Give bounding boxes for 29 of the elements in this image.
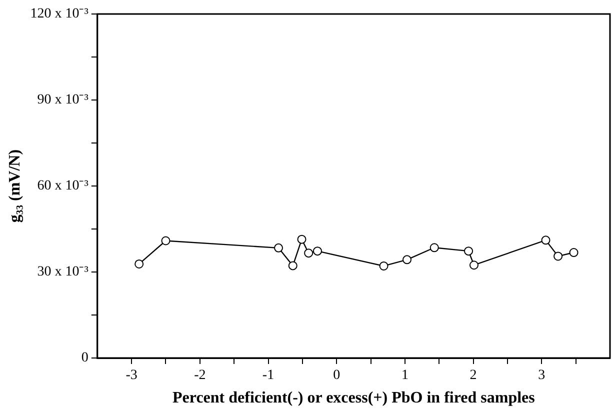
point: [134, 259, 144, 268]
point: [541, 236, 550, 245]
y-tick-label: 90 x 10⁻³: [37, 92, 88, 108]
point: [554, 252, 563, 261]
x-tick-label: 3: [538, 368, 546, 384]
point: [402, 255, 412, 264]
y-tick-label: 60 x 10⁻³: [37, 178, 88, 194]
y-tick-label: 120 x 10⁻³: [30, 6, 88, 22]
point: [469, 260, 478, 270]
point: [161, 236, 170, 246]
point: [304, 248, 314, 258]
x-tick-label: 1: [401, 368, 408, 384]
x-tick-label: -2: [194, 368, 206, 384]
x-tick-label: -1: [262, 368, 274, 384]
point: [312, 246, 322, 256]
y-tick-label: 30 x 10⁻³: [37, 264, 88, 280]
x-tick-label: 2: [470, 368, 477, 384]
point: [464, 246, 474, 256]
point: [430, 243, 439, 252]
point: [297, 234, 306, 244]
point: [274, 243, 284, 252]
point: [288, 261, 298, 270]
y-tick-label: 0: [81, 350, 88, 366]
y-axis-title: g₃₃ (mV/N): [6, 149, 24, 223]
x-tick-label: -3: [126, 368, 138, 384]
x-tick-label: 0: [333, 368, 340, 384]
x-axis-title: Percent deficient(-) or excess(+) PbO in fired samples: [172, 390, 535, 407]
point: [569, 248, 578, 258]
point: [379, 261, 388, 270]
